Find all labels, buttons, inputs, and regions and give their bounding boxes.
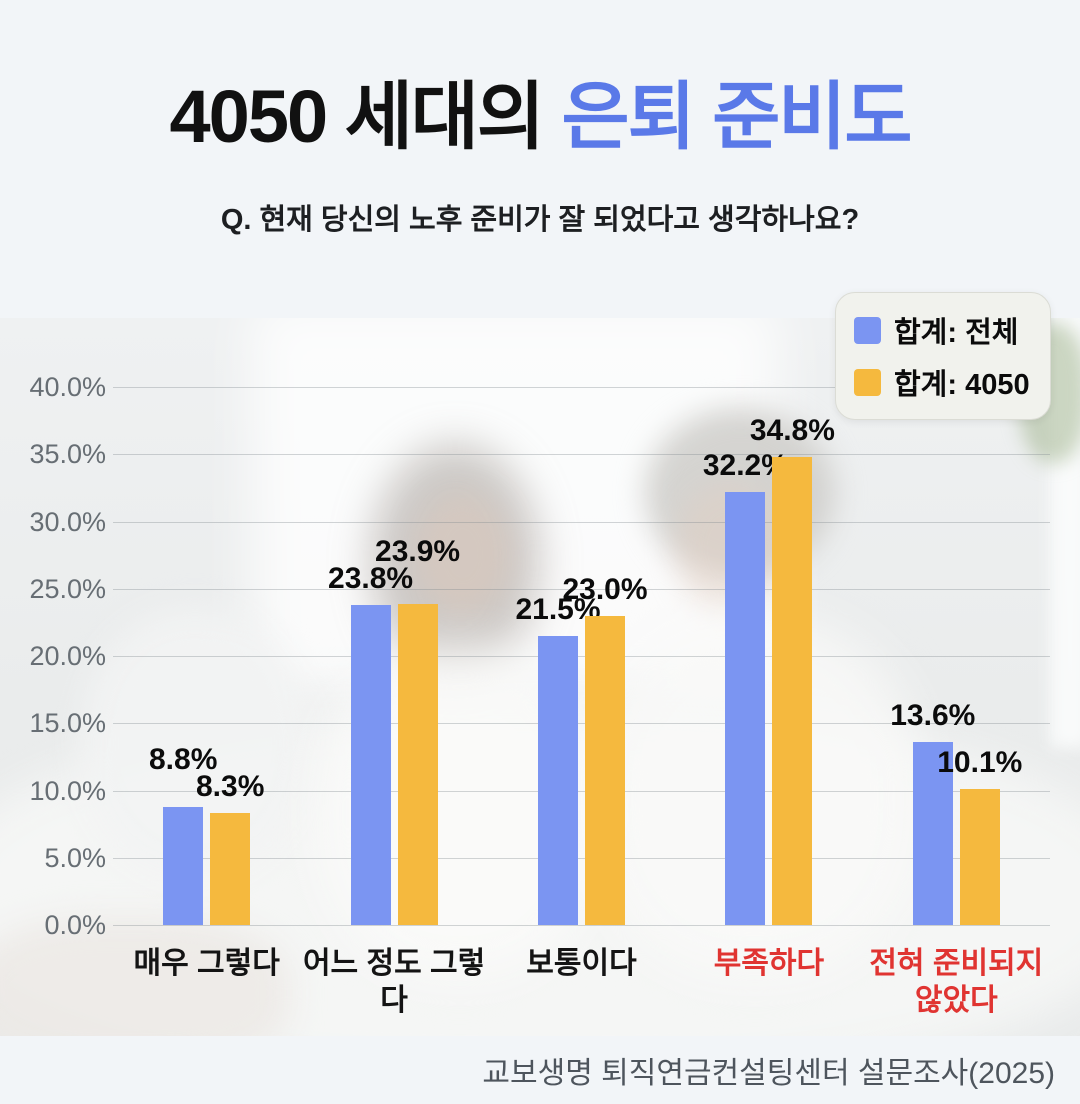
gridline	[113, 925, 1050, 926]
category-label: 매우 그렇다	[133, 947, 280, 980]
bar-value-label-4050: 8.3%	[195, 770, 265, 804]
gridline	[113, 857, 1050, 859]
legend-label-4050: 합계: 4050	[894, 369, 1030, 401]
category-label: 어느 정도 그렇다	[302, 947, 486, 1017]
source-caption: 교보생명 퇴직연금컨설팅센터 설문조사(2025)	[482, 1057, 1055, 1090]
gridline	[113, 387, 1050, 388]
bar-total	[912, 742, 953, 925]
y-axis-tick-label: 0.0%	[44, 910, 106, 940]
bar-total	[725, 491, 766, 925]
bar-value-label-total: 13.6%	[890, 699, 976, 733]
gridline	[113, 454, 1050, 456]
gridline	[113, 790, 1050, 792]
bar-value-label-total: 8.8%	[148, 743, 218, 777]
legend-label-total: 합계: 전체	[894, 317, 1019, 349]
bar-chart: 0.0% 5.0% 10.0% 15.0% 20.0% 25.0% 30.0% 35.0% 40…	[0, 318, 1080, 1036]
y-axis-tick-label: 5.0%	[44, 842, 106, 873]
bar-4050	[210, 813, 251, 925]
gridline	[113, 656, 1050, 657]
bar-value-label-4050: 23.0%	[562, 572, 648, 606]
legend-swatch-4050	[854, 368, 881, 396]
bar-4050	[585, 615, 625, 925]
bar-total	[163, 806, 204, 925]
page-title: 4050 세대의 은퇴 준비도	[0, 78, 1080, 156]
bar-total	[350, 604, 391, 925]
y-axis-tick-label: 40.0%	[29, 372, 106, 402]
y-axis-tick-label: 15.0%	[29, 708, 106, 739]
bar-value-label-4050: 10.1%	[937, 746, 1023, 780]
y-axis-tick-label: 10.0%	[29, 775, 106, 806]
survey-question: Q. 현재 당신의 노후 준비가 잘 되었다고 생각하나요?	[220, 204, 860, 236]
y-axis-tick-label: 20.0%	[29, 641, 106, 671]
legend-swatch-total	[854, 316, 881, 344]
gridline	[113, 588, 1050, 590]
chart-legend: 합계: 전체 합계: 4050	[835, 292, 1051, 420]
category-label: 보통이다	[526, 947, 637, 980]
title-highlight: 은퇴 준비도	[561, 75, 913, 158]
legend-item-total: 합계: 전체	[854, 309, 1032, 351]
bar-value-label-4050: 23.9%	[375, 534, 461, 568]
bar-value-label-total: 23.8%	[328, 561, 414, 595]
gridline	[113, 521, 1050, 523]
bar-4050	[397, 603, 438, 925]
y-axis-tick-label: 30.0%	[29, 506, 106, 537]
y-axis-tick-label: 25.0%	[29, 573, 106, 604]
title-prefix: 4050 세대의	[169, 75, 562, 158]
bar-4050	[772, 456, 813, 925]
bar-4050	[959, 789, 1000, 925]
category-label: 부족하다	[713, 947, 825, 980]
bar-total	[538, 635, 578, 925]
bar-value-label-4050: 34.8%	[749, 413, 835, 447]
y-axis-tick-label: 35.0%	[29, 439, 106, 470]
gridline	[113, 723, 1050, 725]
legend-item-4050: 합계: 4050	[854, 361, 1032, 403]
category-label: 전혀 준비되지 않았다	[869, 947, 1044, 1017]
